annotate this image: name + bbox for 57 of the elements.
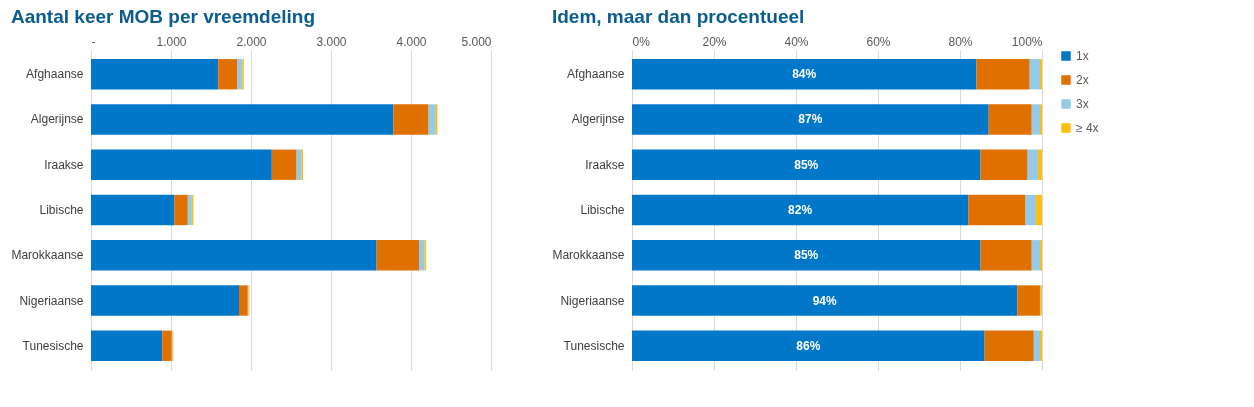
x-tick-label: - — [91, 34, 96, 49]
y-tick-label: Libische — [580, 203, 625, 217]
bar — [376, 240, 419, 271]
y-tick-label: Iraakse — [585, 157, 625, 172]
legend-label: ≥ 4x — [1076, 121, 1099, 135]
bar — [218, 59, 238, 90]
chart-title: Aantal keer MOB per vreemdeling — [10, 6, 316, 27]
data-label: 84% — [792, 67, 817, 82]
x-tick-label: 0% — [632, 34, 651, 49]
y-tick-label: Libische — [39, 203, 84, 217]
legend-label: 1x — [1076, 49, 1089, 63]
data-label: 85% — [794, 248, 819, 263]
bar — [91, 285, 239, 316]
y-tick-label: Afghaanse — [26, 67, 84, 82]
chart-title: Idem, maar dan procentueel — [551, 6, 805, 27]
x-tick-label: 3.000 — [316, 34, 347, 49]
data-label: 94% — [812, 293, 838, 308]
legend-label: 2x — [1076, 73, 1089, 87]
y-tick-label: Iraakse — [44, 157, 84, 172]
y-tick-label: Nigeriaanse — [19, 293, 84, 308]
bar — [393, 104, 429, 135]
legend-label: 3x — [1076, 97, 1089, 111]
y-tick-label: Marokkaanse — [11, 248, 84, 263]
bar — [91, 149, 272, 180]
y-tick-label: Nigeriaanse — [560, 293, 625, 308]
x-tick-label: 20% — [702, 34, 727, 49]
bar — [271, 149, 297, 180]
x-tick-label: 5.000 — [461, 34, 492, 49]
bar — [91, 330, 163, 361]
data-label: 86% — [796, 338, 821, 353]
data-label: 82% — [788, 203, 813, 217]
bar — [239, 285, 248, 316]
bar — [428, 104, 436, 135]
y-tick-label: Tunesische — [22, 338, 84, 353]
bar — [162, 330, 172, 361]
y-tick-label: Marokkaanse — [552, 248, 625, 263]
data-label: 87% — [798, 112, 823, 127]
y-tick-label: Algerijnse — [30, 112, 84, 127]
y-tick-label: Tunesische — [563, 338, 625, 353]
bar — [187, 194, 192, 226]
x-tick-label: 80% — [948, 34, 973, 49]
bar — [91, 104, 394, 135]
bar — [91, 194, 175, 226]
x-tick-label: 1.000 — [156, 34, 187, 49]
bar — [174, 194, 188, 226]
data-label: 85% — [794, 157, 819, 172]
x-tick-label: 4.000 — [396, 34, 427, 49]
x-tick-label: 100% — [1011, 34, 1043, 49]
y-tick-label: Algerijnse — [571, 112, 625, 127]
x-tick-label: 40% — [784, 34, 809, 49]
x-tick-label: 2.000 — [236, 34, 267, 49]
bar — [91, 59, 219, 90]
y-tick-label: Afghaanse — [567, 67, 625, 82]
bar — [419, 240, 425, 271]
bar — [237, 59, 243, 90]
x-tick-label: 60% — [866, 34, 891, 49]
bar — [91, 240, 377, 271]
